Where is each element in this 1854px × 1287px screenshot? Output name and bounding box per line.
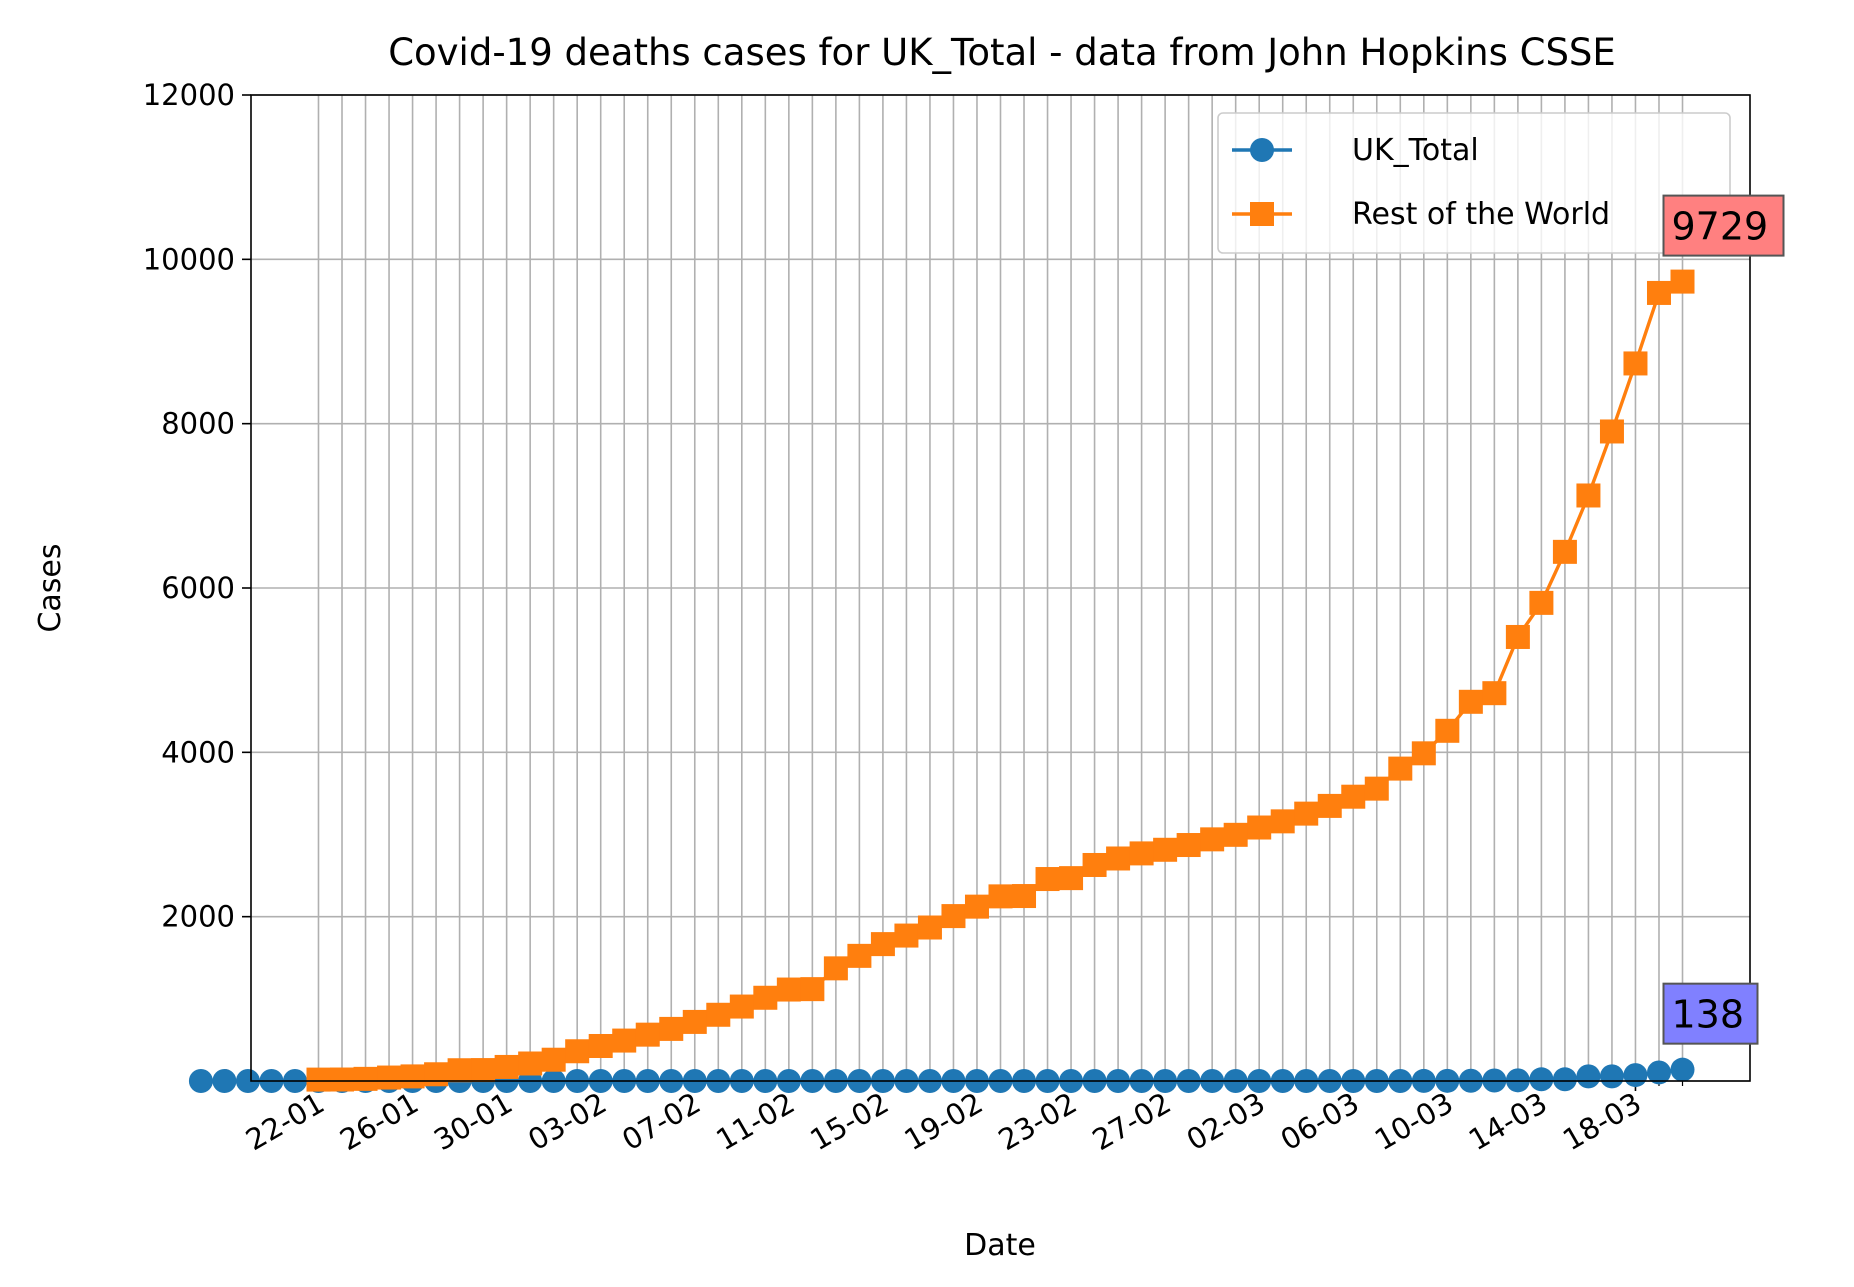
data-point-square [1176, 833, 1201, 858]
data-point-circle [1646, 1060, 1671, 1085]
data-point-square [588, 1033, 613, 1058]
data-point-square [894, 923, 919, 948]
data-point-square [1012, 884, 1037, 909]
data-point-square [1388, 756, 1413, 781]
data-point-square [1341, 784, 1366, 809]
data-point-square [612, 1028, 637, 1053]
data-point-square [1200, 827, 1225, 852]
annotations: 9729 138 [1662, 194, 1785, 1045]
data-point-square [729, 994, 754, 1019]
data-point-square [1623, 351, 1648, 376]
data-point-square [1247, 815, 1272, 840]
data-point-square [870, 932, 895, 957]
data-point-square [635, 1022, 660, 1047]
y-tick-label: 12000 [143, 78, 235, 112]
data-point-square [541, 1047, 566, 1072]
data-point-square [988, 884, 1013, 909]
data-point-circle [235, 1069, 260, 1093]
data-point-square [377, 1065, 402, 1090]
data-point-square [494, 1054, 519, 1079]
data-point-square [1106, 846, 1131, 871]
data-point-circle [1670, 1057, 1695, 1082]
y-tick-label: 6000 [161, 571, 235, 605]
y-tick-label: 2000 [161, 900, 235, 934]
data-point-square [1223, 822, 1248, 847]
chart-title: Covid-19 deaths cases for UK_Total - dat… [388, 31, 1616, 74]
data-point-square [1059, 866, 1084, 891]
value-annotation-box [1662, 194, 1785, 257]
data-point-square [330, 1067, 355, 1092]
data-point-square [518, 1051, 543, 1076]
data-point-square [1317, 793, 1342, 818]
legend: UK_Total Rest of the World [1217, 112, 1731, 254]
legend-label: Rest of the World [1352, 197, 1610, 232]
data-point-square [941, 904, 966, 929]
data-point-square [1364, 776, 1389, 801]
value-annotation-label: 138 [1672, 993, 1745, 1037]
y-tick-label: 4000 [161, 735, 235, 769]
data-point-square [847, 943, 872, 968]
x-axis-label: Date [964, 1228, 1036, 1263]
value-annotation-box [1662, 982, 1759, 1045]
data-point-square [1552, 539, 1577, 564]
data-point-square [306, 1067, 331, 1092]
data-point-square [800, 977, 825, 1002]
data-point-square [1270, 809, 1295, 834]
data-point-circle [1529, 1067, 1554, 1092]
data-point-square [823, 956, 848, 981]
data-point-circle [188, 1069, 213, 1093]
data-point-circle [212, 1069, 237, 1093]
data-point-square [917, 915, 942, 940]
data-point-square [1670, 269, 1695, 294]
data-point-square [1435, 718, 1460, 743]
legend-label: UK_Total [1352, 133, 1479, 168]
data-point-square [400, 1064, 425, 1089]
legend-marker-square [1250, 202, 1274, 226]
data-point-square [1599, 419, 1624, 444]
data-point-square [353, 1066, 378, 1091]
data-point-square [1505, 624, 1530, 649]
data-point-square [1153, 837, 1178, 862]
data-point-square [1294, 801, 1319, 826]
data-point-square [1646, 280, 1671, 305]
y-axis-label: Cases [33, 543, 68, 632]
value-annotation-label: 9729 [1672, 205, 1769, 249]
data-point-circle [1576, 1064, 1601, 1089]
data-point-square [659, 1016, 684, 1041]
data-point-square [1129, 841, 1154, 866]
grid [251, 94, 1750, 1082]
data-point-square [682, 1009, 707, 1034]
data-point-circle [1599, 1064, 1624, 1089]
data-point-square [1411, 741, 1436, 766]
data-point-square [447, 1058, 472, 1083]
data-point-square [964, 894, 989, 919]
legend-box [1217, 112, 1731, 254]
data-point-square [1035, 867, 1060, 892]
data-point-square [706, 1002, 731, 1027]
legend-marker-circle [1250, 138, 1274, 162]
data-point-square [1529, 590, 1554, 615]
y-tick-label: 8000 [161, 407, 235, 441]
data-point-square [1458, 689, 1483, 714]
data-point-square [1082, 852, 1107, 877]
data-point-circle [1552, 1067, 1577, 1092]
data-point-square [471, 1058, 496, 1083]
data-point-square [1482, 681, 1507, 706]
plot-frame [250, 94, 1751, 1082]
data-point-square [753, 985, 778, 1010]
data-point-square [565, 1039, 590, 1064]
data-point-square [424, 1062, 449, 1087]
data-point-circle [1623, 1063, 1648, 1088]
data-point-square [776, 977, 801, 1002]
y-tick-label: 10000 [143, 242, 235, 276]
data-point-square [1576, 483, 1601, 508]
